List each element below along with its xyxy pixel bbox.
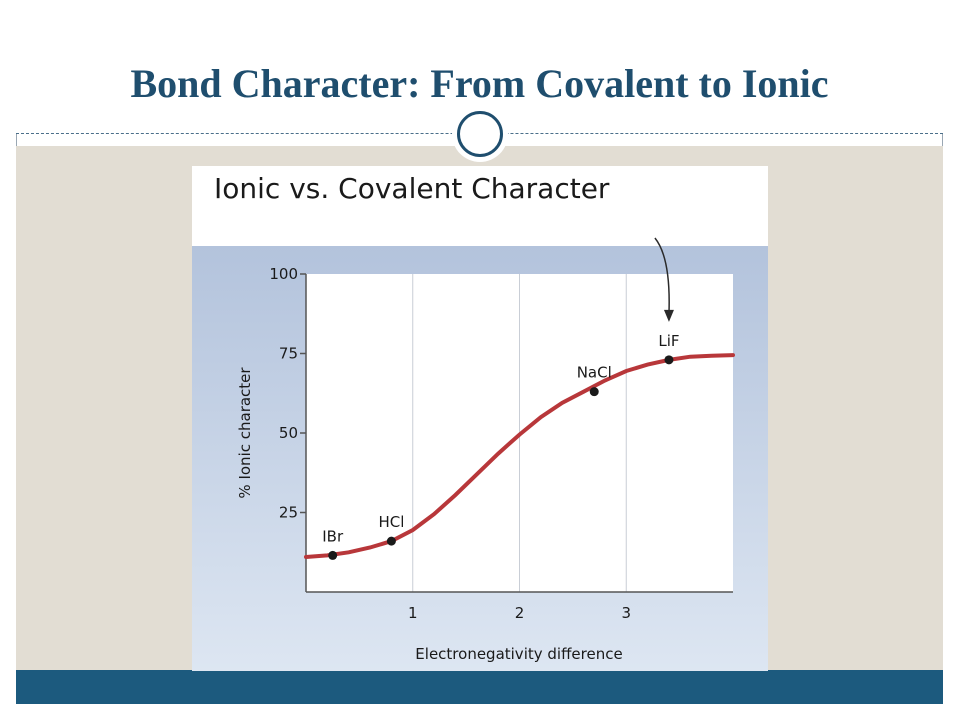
x-tick-label-3: 3 bbox=[621, 604, 631, 622]
tick-labels: 25 50 75 100 1 2 3 bbox=[269, 265, 631, 622]
point-nacl bbox=[589, 387, 599, 397]
divider-ring-icon bbox=[457, 111, 503, 157]
slide-title: Bond Character: From Covalent to Ionic bbox=[130, 61, 829, 106]
point-label-ibr: IBr bbox=[322, 527, 344, 545]
point-lif bbox=[664, 355, 674, 365]
bottom-bar bbox=[16, 670, 943, 704]
chart-image: Ionic vs. Covalent Character 25 50 75 100 1 2… bbox=[192, 166, 768, 671]
point-label-hcl: HCl bbox=[378, 513, 404, 531]
point-label-nacl: NaCl bbox=[577, 364, 612, 382]
y-tick-label-75: 75 bbox=[279, 345, 298, 363]
arrow-shaft bbox=[654, 237, 670, 314]
x-tick-label-1: 1 bbox=[408, 604, 418, 622]
y-tick-label-25: 25 bbox=[279, 504, 298, 522]
chart-header-bg bbox=[192, 166, 768, 246]
chart-title: Ionic vs. Covalent Character bbox=[214, 172, 610, 205]
point-label-lif: LiF bbox=[658, 332, 679, 350]
x-tick-label-2: 2 bbox=[515, 604, 525, 622]
point-ibr bbox=[328, 550, 338, 560]
x-axis-label: Electronegativity difference bbox=[415, 645, 622, 663]
y-tick-label-50: 50 bbox=[279, 424, 298, 442]
ionic-character-curve bbox=[304, 353, 735, 559]
y-axis-label: % Ionic character bbox=[236, 367, 254, 499]
arrow-head bbox=[663, 309, 674, 322]
axes bbox=[300, 273, 733, 593]
data-points: IBr HCl NaCl LiF bbox=[322, 332, 680, 560]
y-tick-label-100: 100 bbox=[269, 265, 298, 283]
point-hcl bbox=[386, 536, 396, 546]
lif-arrow bbox=[654, 237, 674, 322]
